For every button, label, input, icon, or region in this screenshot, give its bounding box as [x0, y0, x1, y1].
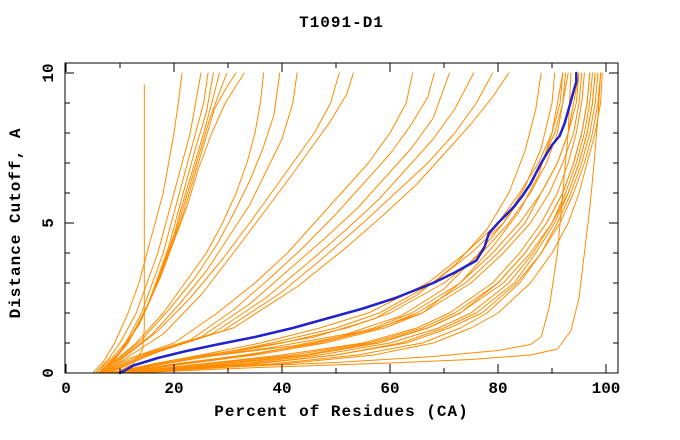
x-axis-label: Percent of Residues (CA): [214, 403, 469, 421]
x-tick-label-0: 0: [61, 380, 71, 398]
series-model-07: [103, 72, 237, 374]
chart-title: T1091-D1: [299, 14, 384, 32]
series-model-11: [97, 72, 281, 374]
series-model-33: [119, 72, 596, 374]
series-model-14: [103, 72, 354, 374]
series-model-05: [97, 72, 220, 374]
series-model-27: [124, 72, 593, 374]
series-model-19: [106, 72, 494, 374]
y-tick-label-0: 0: [40, 368, 58, 378]
series-model-31: [124, 72, 599, 374]
series-model-28: [130, 72, 602, 374]
x-tick-label-80: 80: [488, 380, 508, 398]
series-model-08: [103, 72, 245, 374]
series-highlighted-model: [118, 71, 578, 375]
series-model-29: [114, 72, 564, 374]
series-model-32: [114, 72, 580, 374]
series-model-30: [119, 72, 591, 374]
series-model-39: [119, 72, 572, 374]
series-model-40: [130, 72, 602, 374]
series-model-26: [119, 72, 583, 374]
series-model-03: [95, 72, 209, 374]
series-model-20: [108, 72, 510, 374]
series-model-02: [95, 72, 202, 374]
series-model-15: [97, 72, 414, 374]
series-model-36: [108, 72, 542, 374]
series-model-10: [97, 72, 265, 374]
series-model-37: [111, 72, 556, 374]
series-model-09: [114, 84, 145, 374]
series-model-12: [100, 72, 298, 374]
plot-border: [64, 62, 619, 374]
series-model-21: [119, 72, 585, 374]
x-tick-label-60: 60: [380, 380, 400, 398]
series-model-13: [103, 72, 340, 374]
series-model-38: [114, 72, 564, 374]
y-tick-label-5: 5: [40, 218, 58, 228]
y-tick-label-10: 10: [40, 63, 58, 83]
x-tick-label-20: 20: [164, 380, 184, 398]
series-model-01: [92, 72, 183, 374]
series-model-34: [130, 72, 603, 374]
x-tick-label-100: 100: [591, 380, 621, 398]
x-tick-label-40: 40: [272, 380, 292, 398]
